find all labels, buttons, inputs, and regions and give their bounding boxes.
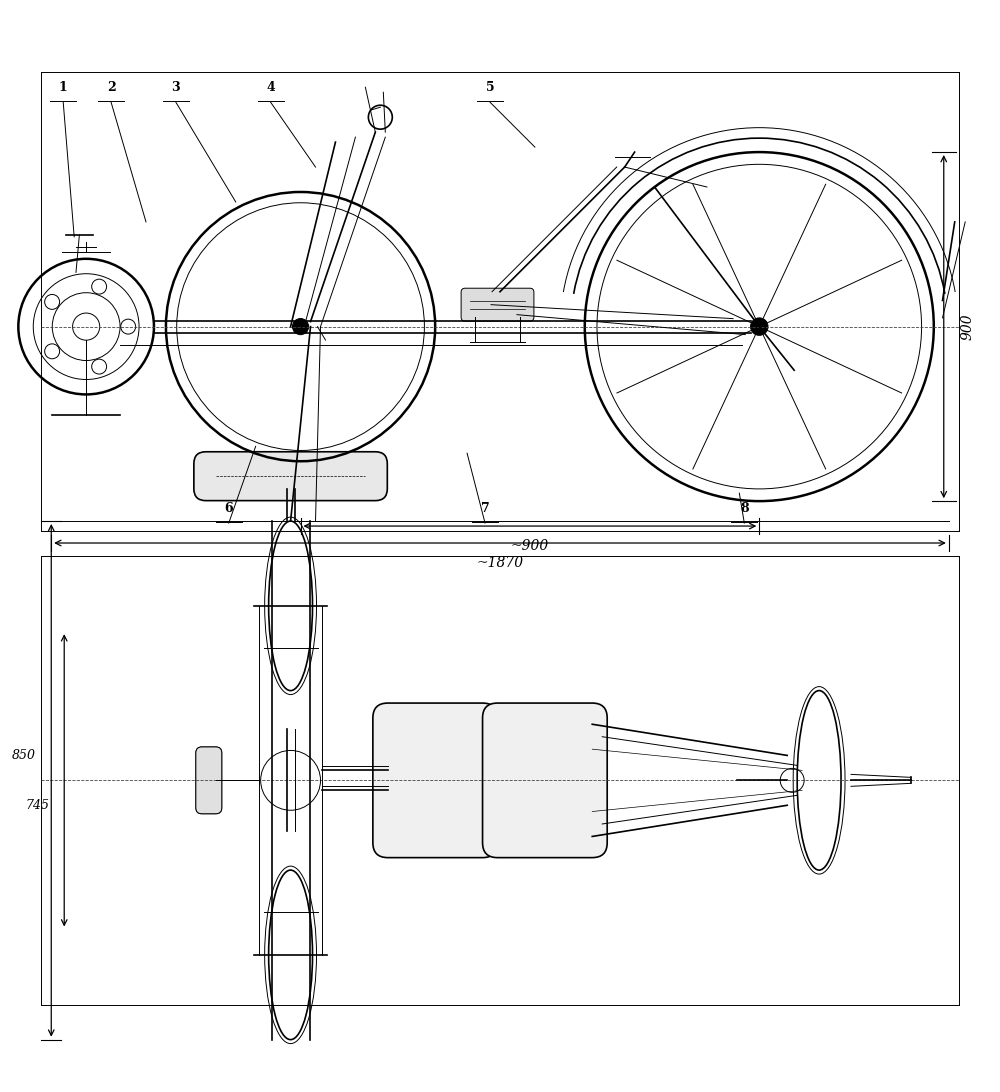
Text: 850: 850 [12, 749, 36, 762]
Text: 2: 2 [107, 81, 115, 94]
Text: 900: 900 [961, 313, 975, 340]
Text: ~900: ~900 [511, 539, 549, 553]
Text: 6: 6 [224, 501, 233, 514]
Text: ~1870: ~1870 [476, 556, 524, 570]
Circle shape [751, 318, 768, 335]
Text: 1: 1 [59, 81, 68, 94]
Text: 745: 745 [25, 798, 49, 811]
FancyBboxPatch shape [483, 703, 607, 857]
FancyBboxPatch shape [196, 747, 222, 814]
Text: 7: 7 [481, 501, 489, 514]
FancyBboxPatch shape [196, 747, 222, 814]
FancyBboxPatch shape [373, 703, 498, 857]
Text: 3: 3 [172, 81, 180, 94]
FancyBboxPatch shape [461, 288, 534, 321]
Text: 4: 4 [266, 81, 275, 94]
Circle shape [292, 319, 309, 334]
Text: 8: 8 [740, 501, 749, 514]
Text: 5: 5 [486, 81, 494, 94]
FancyBboxPatch shape [194, 452, 387, 500]
